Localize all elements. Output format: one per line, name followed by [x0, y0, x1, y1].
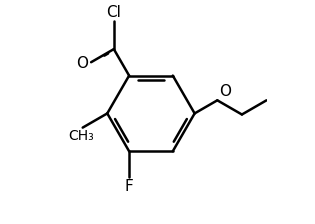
Text: Cl: Cl	[106, 5, 121, 20]
Text: O: O	[76, 56, 88, 71]
Text: F: F	[125, 179, 134, 194]
Text: CH₃: CH₃	[69, 129, 94, 143]
Text: O: O	[220, 84, 232, 99]
